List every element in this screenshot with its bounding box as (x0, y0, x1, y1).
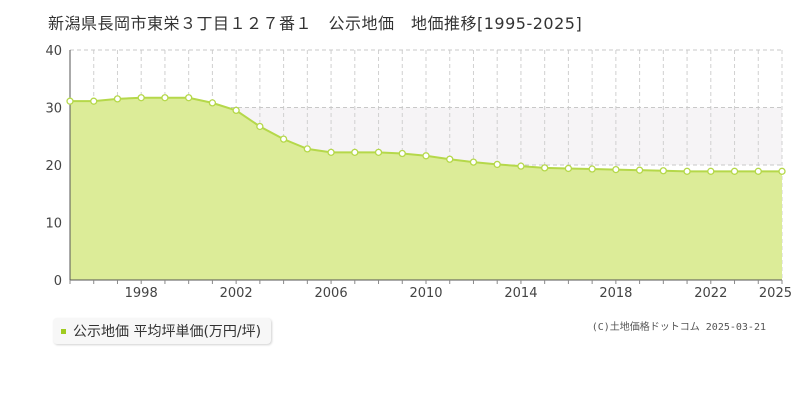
data-point (612, 165, 620, 174)
data-point (185, 94, 193, 102)
data-point (469, 158, 478, 166)
x-tick-label: 2006 (315, 286, 348, 301)
data-point (541, 164, 549, 172)
x-tick-label: 2025 (759, 286, 792, 301)
data-point (90, 97, 98, 105)
x-tick-label: 2022 (694, 286, 727, 301)
data-point (446, 155, 454, 163)
legend-label: 公示地価 平均坪単価(万円/坪) (73, 324, 262, 340)
y-tick-label: 20 (45, 159, 62, 174)
data-point (493, 160, 501, 169)
data-point (351, 148, 359, 157)
x-tick-label: 2010 (409, 286, 442, 301)
data-point (754, 167, 762, 175)
y-tick-label: 40 (45, 44, 62, 59)
data-point (635, 166, 644, 174)
legend-swatch (61, 328, 66, 334)
chart-legend: 公示地価 平均坪単価(万円/坪) (53, 318, 272, 344)
data-point (232, 106, 240, 115)
data-point (683, 167, 691, 175)
data-point (137, 94, 145, 102)
y-tick-label: 30 (45, 102, 62, 117)
x-tick-label: 2014 (504, 286, 537, 301)
series-area (70, 97, 782, 280)
data-point (327, 148, 335, 157)
x-tick-label: 2002 (220, 286, 253, 301)
data-point (279, 135, 288, 143)
data-point (256, 122, 264, 131)
data-point (208, 99, 217, 107)
chart-tick-labels: 0 10 20 30 40 1998 2002 2006 2010 2014 2018 2022 202… (45, 44, 792, 301)
data-point (659, 167, 667, 175)
chart-data-points (66, 94, 786, 175)
data-point (517, 162, 525, 170)
data-point (778, 167, 786, 175)
data-point (66, 97, 74, 105)
data-point (303, 145, 311, 153)
data-point (161, 94, 169, 102)
y-tick-label: 0 (54, 274, 62, 289)
x-tick-label: 2018 (599, 286, 632, 301)
x-tick-label: 1998 (125, 286, 158, 301)
credit-text: (C)土地価格ドットコム 2025-03-21 (591, 322, 766, 333)
data-point (588, 165, 596, 173)
data-point (564, 164, 573, 173)
data-point (113, 95, 122, 103)
data-point (730, 167, 739, 175)
y-tick-label: 10 (45, 217, 62, 232)
data-point (707, 167, 715, 175)
chart-title: 新潟県長岡市東栄３丁目１２７番１ 公示地価 地価推移[1995-2025] (48, 14, 583, 33)
data-point (422, 152, 430, 160)
data-point (374, 148, 383, 157)
data-point (398, 149, 406, 158)
